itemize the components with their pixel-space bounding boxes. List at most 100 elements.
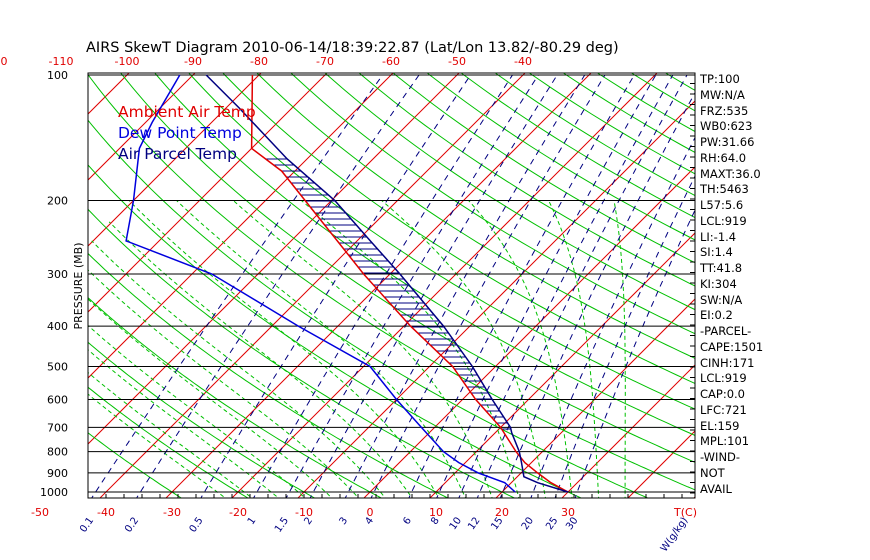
mixing-ratio-tick-label: 0.5 [188, 515, 206, 534]
legend-ambient: Ambient Air Temp [118, 103, 256, 121]
dry-adiabat [188, 73, 695, 410]
isotherm-line [165, 73, 592, 498]
top-temp-tick-label: -90 [184, 55, 202, 68]
dry-adiabat [290, 73, 695, 335]
mixing-ratio-line [136, 74, 420, 498]
mixing-ratio-tick-label: 1.5 [273, 515, 291, 534]
dry-adiabat [528, 73, 695, 175]
dry-adiabat [324, 73, 695, 311]
bottom-temp-tick-label: -20 [229, 506, 247, 519]
stat-item: LCL:919 [700, 371, 747, 386]
y-axis-label: PRESSURE (MB) [72, 243, 85, 330]
dry-adiabat [460, 73, 695, 219]
mixing-ratio-line [309, 74, 558, 498]
mixing-ratio-tick-label: 4 [363, 515, 376, 527]
moist-adiabat [88, 269, 360, 498]
legend-parcel: Air Parcel Temp [118, 145, 237, 163]
dry-adiabat [358, 73, 695, 287]
mixing-ratio-line [499, 91, 695, 498]
moist-adiabat [468, 200, 573, 498]
mixing-ratio-line [370, 74, 606, 498]
stat-item: SI:1.4 [700, 245, 733, 260]
top-temp-tick-label: -80 [250, 55, 268, 68]
moist-adiabat [88, 349, 280, 498]
moist-adiabat [108, 221, 413, 498]
dry-adiabat [88, 252, 449, 498]
plot-border [87, 72, 696, 499]
top-temp-tick-label: -110 [49, 55, 74, 68]
stat-item: EI:0.2 [700, 308, 733, 323]
top-temp-tick-label: -70 [316, 55, 334, 68]
isotherm-line [749, 56, 870, 509]
stat-item: TP:100 [700, 72, 740, 86]
moist-adiabat [88, 298, 333, 498]
stat-item: RH:64.0 [700, 150, 747, 165]
plot-frame [87, 72, 696, 499]
mixing-ratio-tick-label: 25 [544, 515, 560, 532]
bottom-temp-tick-label: -40 [97, 506, 115, 519]
mixing-ratio-tick-label: 0.2 [123, 515, 141, 534]
chart-title: AIRS SkewT Diagram 2010-06-14/18:39:22.8… [86, 40, 619, 56]
ambient-temp-line [250, 74, 569, 493]
stat-item: TH:5463 [700, 182, 749, 197]
stat-item: CAPE:1501 [700, 339, 764, 354]
stat-item: CINH:171 [700, 355, 755, 370]
stat-item: AVAIL [700, 481, 732, 496]
isotherm-line [495, 298, 695, 498]
dry-adiabat [154, 73, 695, 436]
mixing-ratio-line [530, 136, 695, 498]
mixing-ratio-line [252, 74, 513, 498]
stat-item: NOT [700, 465, 725, 480]
dry-adiabat [256, 73, 695, 359]
dry-adiabat [88, 432, 183, 498]
stat-item: KI:304 [700, 276, 737, 291]
stats-panel: TP:100 MW:N/A FRZ:535 WB0:623 PW:31.66 RH:64.… [700, 72, 763, 497]
top-temp-tick-label: -60 [382, 55, 400, 68]
mixing-ratio-tick-label: 2 [302, 515, 315, 527]
stat-item: EL:159 [700, 418, 740, 433]
stat-item: MW:N/A [700, 87, 745, 102]
mixing-ratio-tick-label: 10 [448, 515, 464, 532]
mixing-ratio-line [200, 74, 472, 498]
isotherm-line [88, 73, 196, 181]
moist-adiabat [176, 200, 467, 498]
stat-item: MAXT:36.0 [700, 166, 761, 181]
parcel-line [205, 74, 569, 493]
legend: Ambient Air Temp Dew Point Temp Air Parc… [118, 103, 256, 163]
stat-item: LCL:919 [700, 213, 747, 228]
pressure-tick-label: 700 [47, 421, 68, 434]
pressure-tick-label: 1000 [40, 486, 68, 499]
stat-item: TT:41.8 [700, 261, 743, 275]
isotherm-line [561, 364, 695, 498]
mixing-ratio-tick-label: 8 [429, 515, 442, 527]
moist-adiabat [88, 393, 227, 498]
moist-adiabat [232, 200, 493, 498]
mixing-ratio-line [408, 74, 635, 498]
pressure-tick-label: 900 [47, 467, 68, 480]
dry-adiabat [88, 73, 695, 491]
mixing-ratio-unit: W(g/kg) [659, 515, 691, 554]
bottom-temp-tick-label: 20 [495, 506, 509, 519]
stat-item: FRZ:535 [700, 103, 749, 118]
stat-item: CAP:0.0 [700, 387, 745, 401]
bottom-temp-unit: T(C) [673, 506, 697, 519]
mixing-ratio-tick-label: 20 [520, 515, 536, 532]
dry-adiabat [222, 73, 695, 385]
plot-area [0, 56, 870, 509]
isotherm-line [429, 232, 695, 498]
isotherm-line [231, 73, 658, 498]
dry-adiabat [426, 73, 695, 241]
isotherm-line [0, 56, 14, 509]
mixing-ratio-line [91, 74, 384, 498]
dry-adiabat [88, 164, 583, 498]
bottom-temp-tick-label: 10 [429, 506, 443, 519]
pressure-tick-label: 200 [47, 195, 68, 208]
mixing-ratio-line [285, 74, 539, 498]
bottom-temp-tick-label: 0 [367, 506, 374, 519]
top-temp-tick-label: -50 [448, 55, 466, 68]
mixing-ratio-tick-label: 0.1 [78, 515, 96, 534]
dry-adiabat [88, 341, 316, 498]
isotherm-line [0, 56, 80, 509]
